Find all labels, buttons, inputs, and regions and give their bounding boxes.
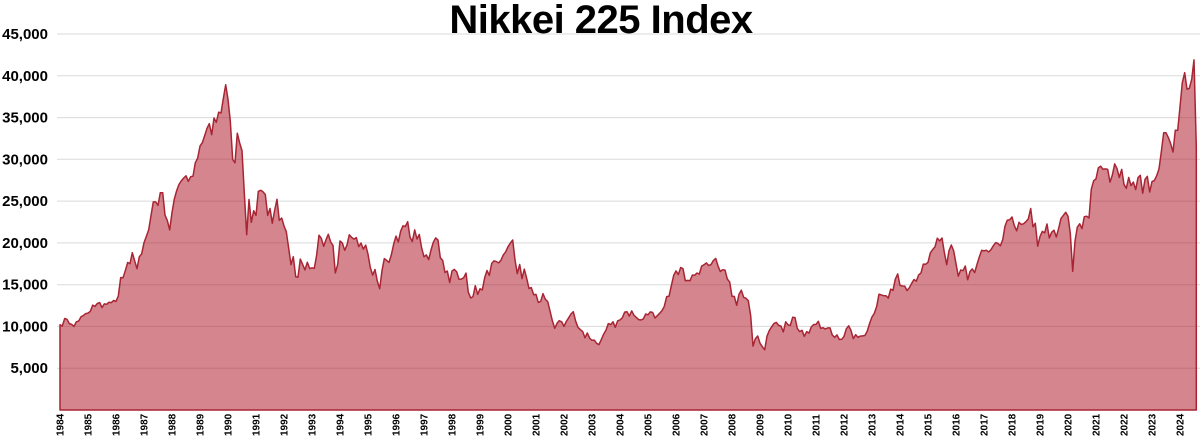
x-axis-tick-label: 2006 — [672, 413, 683, 436]
x-axis-tick-label: 1994 — [336, 413, 347, 436]
x-axis-labels: 1984 1985 1986 1987 1988 1989 1990 1991 1992 1993… — [56, 413, 1187, 436]
x-axis-tick-label: 2002 — [560, 413, 571, 436]
x-axis-tick-label: 2017 — [980, 413, 991, 436]
x-axis-tick-label: 1986 — [112, 413, 123, 436]
area-series-layer — [59, 59, 1198, 411]
x-axis-tick-label: 2024 — [1176, 413, 1187, 436]
chart-title: Nikkei 225 Index — [449, 0, 753, 42]
x-axis-tick-label: 1998 — [448, 413, 459, 436]
x-axis-tick-label: 2011 — [812, 414, 823, 436]
y-axis-tick-label: 15,000 — [2, 277, 48, 294]
x-axis-tick-label: 2014 — [896, 413, 907, 436]
x-axis-tick-label: 2020 — [1064, 413, 1075, 436]
y-axis-tick-label: 30,000 — [2, 151, 48, 168]
y-axis-tick-label: 35,000 — [2, 110, 48, 127]
y-axis-tick-label: 40,000 — [2, 68, 48, 85]
x-axis-tick-label: 1995 — [364, 413, 375, 436]
x-axis-tick-label: 2018 — [1008, 413, 1019, 436]
x-axis-tick-label: 1991 — [252, 413, 263, 436]
y-axis-labels: 5,000 10,000 15,000 20,000 25,000 30,000 35,00… — [2, 26, 48, 377]
y-axis-tick-label: 5,000 — [10, 360, 48, 377]
x-axis-tick-label: 1985 — [84, 413, 95, 436]
x-axis-tick-label: 2023 — [1148, 413, 1159, 436]
x-axis-tick-label: 1989 — [196, 413, 207, 436]
x-axis-tick-label: 2012 — [840, 413, 851, 436]
x-axis-tick-label: 1987 — [140, 413, 151, 436]
x-axis-tick-label: 2009 — [756, 413, 767, 436]
x-axis-tick-label: 1988 — [168, 413, 179, 436]
x-axis-tick-label: 2005 — [644, 413, 655, 436]
x-axis-tick-label: 1992 — [280, 413, 291, 436]
x-axis-tick-label: 2015 — [924, 413, 935, 436]
x-axis-tick-label: 1999 — [476, 413, 487, 436]
x-axis-tick-label: 2016 — [952, 413, 963, 436]
x-axis-tick-label: 1996 — [392, 413, 403, 436]
x-axis-tick-label: 2019 — [1036, 413, 1047, 436]
x-axis-tick-label: 2010 — [784, 413, 795, 436]
x-axis-tick-label: 2000 — [504, 413, 515, 436]
x-axis-tick-label: 2003 — [588, 413, 599, 436]
x-axis-tick-label: 2008 — [728, 413, 739, 436]
x-axis-tick-label: 2021 — [1092, 413, 1103, 436]
y-axis-tick-label: 45,000 — [2, 26, 48, 43]
x-axis-tick-label: 2001 — [532, 413, 543, 436]
x-axis-tick-label: 1993 — [308, 413, 319, 436]
y-axis-tick-label: 25,000 — [2, 193, 48, 210]
area-series — [59, 59, 1198, 411]
x-axis-tick-label: 2004 — [616, 413, 627, 436]
x-axis-tick-label: 2007 — [700, 413, 711, 436]
y-axis-tick-label: 20,000 — [2, 235, 48, 252]
x-axis-tick-label: 2013 — [868, 413, 879, 436]
x-axis-tick-label: 1997 — [420, 413, 431, 436]
x-axis-tick-label: 2022 — [1120, 413, 1131, 436]
x-axis-tick-label: 1984 — [56, 413, 67, 436]
x-axis-tick-label: 1990 — [224, 413, 235, 436]
y-axis-tick-label: 10,000 — [2, 318, 48, 335]
